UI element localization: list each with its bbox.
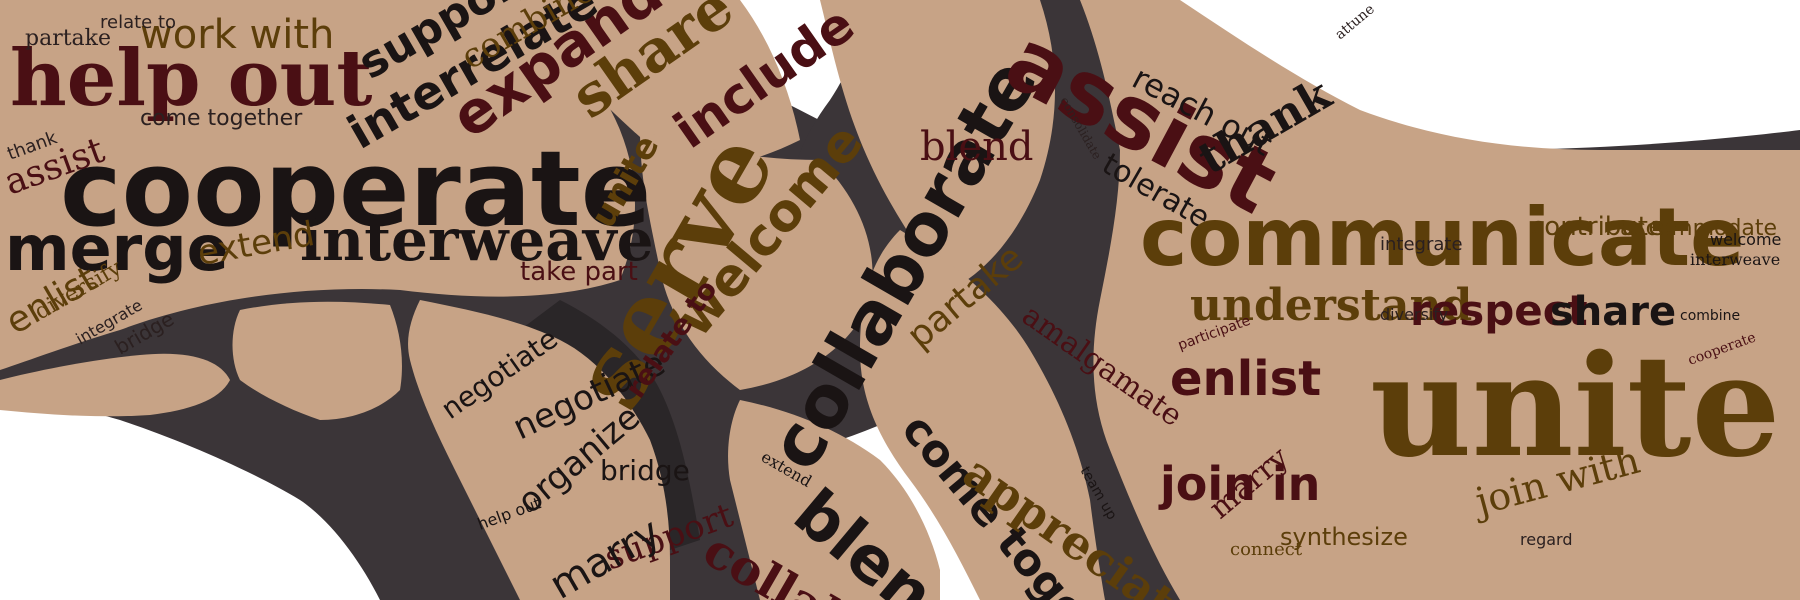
cloud-word: partake (25, 26, 111, 51)
cloud-word: accommodate (1620, 216, 1777, 241)
cloud-word: work with (140, 12, 334, 58)
cloud-word: combine (1680, 308, 1740, 324)
cloud-word: enlist (1170, 351, 1321, 407)
cloud-word: synthesize (1280, 523, 1408, 551)
cloud-word: blend (920, 124, 1033, 170)
cloud-word: bridge (600, 454, 690, 487)
cloud-word: take part (520, 257, 638, 287)
cloud-word: unite (1370, 325, 1781, 489)
cloud-word: merge (5, 212, 229, 285)
cloud-word: attune (1332, 1, 1377, 43)
cloud-word: regard (1520, 530, 1572, 549)
cloud-word: communicate (1140, 191, 1744, 284)
cloud-word: respect (1410, 286, 1588, 335)
cloud-word: relate to (100, 12, 176, 33)
cloud-word: come together (140, 106, 303, 131)
cloud-word: contribute (1530, 212, 1664, 242)
cloud-word: cooperate (60, 128, 651, 250)
cloud-word: interweave (1690, 250, 1780, 269)
cloud-word: diversify (1380, 305, 1448, 324)
cloud-word: connect (1230, 539, 1303, 560)
cloud-word: interweave (300, 206, 653, 274)
cloud-word: help out (10, 33, 372, 124)
cloud-word: share (1550, 289, 1676, 335)
cloud-word: welcome (1710, 230, 1781, 249)
cloud-word: join in (1158, 457, 1320, 511)
cloud-word: integrate (1380, 234, 1463, 255)
cloud-word: understand (1190, 280, 1472, 331)
